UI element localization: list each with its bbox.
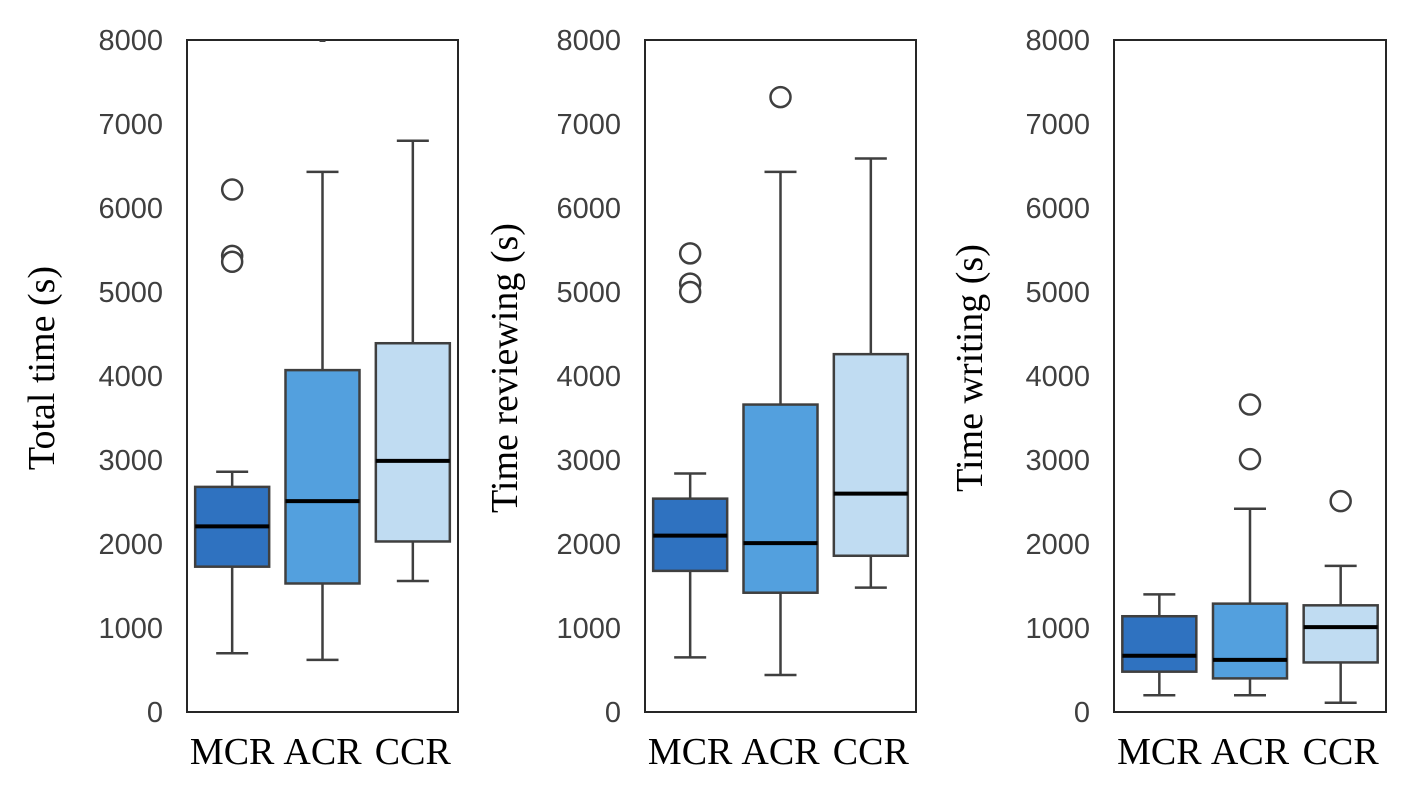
outlier-point [220, 250, 244, 274]
box-acr [1211, 393, 1289, 697]
y-tick-label: 3000 [98, 445, 163, 477]
box-ccr [832, 157, 910, 589]
y-tick-label: 2000 [98, 529, 163, 561]
y-tick-label: 6000 [98, 193, 163, 225]
y-tick-label: 4000 [98, 361, 163, 393]
y-tick-label: 3000 [1025, 445, 1090, 477]
x-category-label: CCR [375, 731, 452, 773]
y-axis-title: Time reviewing (s) [484, 223, 526, 513]
iqr-box [284, 368, 361, 585]
x-category-label: CCR [833, 731, 910, 773]
x-category-label: ACR [283, 731, 362, 773]
y-tick-label: 4000 [1025, 361, 1090, 393]
outlier-point [1329, 489, 1352, 513]
outlier-point [1238, 393, 1262, 416]
box-mcr [1121, 593, 1198, 697]
x-category-label: ACR [1211, 731, 1290, 773]
y-tick-label: 8000 [1025, 25, 1090, 57]
y-tick-label: 4000 [556, 361, 621, 393]
y-tick-label: 8000 [98, 25, 163, 57]
y-tick-label: 2000 [1025, 529, 1090, 561]
x-category-label: CCR [1303, 731, 1380, 773]
outlier-point [678, 242, 702, 265]
chart-panel-2: 0 1000 2000 3000 4000 5000 6000 7000 8000 Time re… [484, 25, 917, 773]
y-tick-label: 0 [605, 697, 621, 729]
iqr-box [1211, 602, 1289, 680]
iqr-box [742, 403, 819, 594]
y-tick-label: 1000 [98, 613, 163, 645]
x-category-label: MCR [190, 731, 275, 773]
outlier-point [678, 280, 702, 304]
plot-frame [1113, 39, 1387, 713]
x-category-label: MCR [648, 731, 733, 773]
y-tick-label: 7000 [1025, 109, 1090, 141]
y-axis-title: Time writing (s) [949, 244, 991, 492]
y-tick-label: 1000 [556, 613, 621, 645]
chart-panel-1: 0 1000 2000 3000 4000 5000 6000 7000 8000 Total t… [21, 25, 459, 773]
box-acr [284, 40, 361, 662]
box-ccr [374, 139, 452, 583]
box-ccr [1302, 489, 1379, 705]
y-tick-label: 5000 [98, 277, 163, 309]
y-tick-label: 6000 [1025, 193, 1090, 225]
x-category-label: ACR [741, 731, 820, 773]
outlier-point [220, 178, 244, 201]
plot-frame [644, 39, 917, 713]
iqr-box [1302, 604, 1379, 664]
y-tick-label: 3000 [556, 445, 621, 477]
y-tick-label: 5000 [1025, 277, 1090, 309]
outlier-point [1238, 447, 1262, 471]
y-tick-label: 6000 [556, 193, 621, 225]
iqr-box [374, 341, 452, 543]
y-tick-label: 2000 [556, 529, 621, 561]
y-tick-label: 1000 [1025, 613, 1090, 645]
iqr-box [1121, 614, 1198, 673]
chart-panel-3: 0 1000 2000 3000 4000 5000 6000 7000 8000 Time wr… [949, 25, 1387, 773]
box-mcr [651, 242, 729, 659]
y-tick-label: 0 [147, 697, 163, 729]
outlier-point [769, 85, 792, 109]
box-acr [742, 85, 819, 677]
box-mcr [193, 178, 271, 655]
y-tick-label: 7000 [98, 109, 163, 141]
y-tick-label: 0 [1074, 697, 1090, 729]
y-tick-label: 7000 [556, 109, 621, 141]
x-category-label: MCR [1117, 731, 1202, 773]
y-axis-title: Total time (s) [21, 266, 63, 470]
iqr-box [832, 352, 910, 558]
y-tick-label: 5000 [556, 277, 621, 309]
y-tick-label: 8000 [556, 25, 621, 57]
